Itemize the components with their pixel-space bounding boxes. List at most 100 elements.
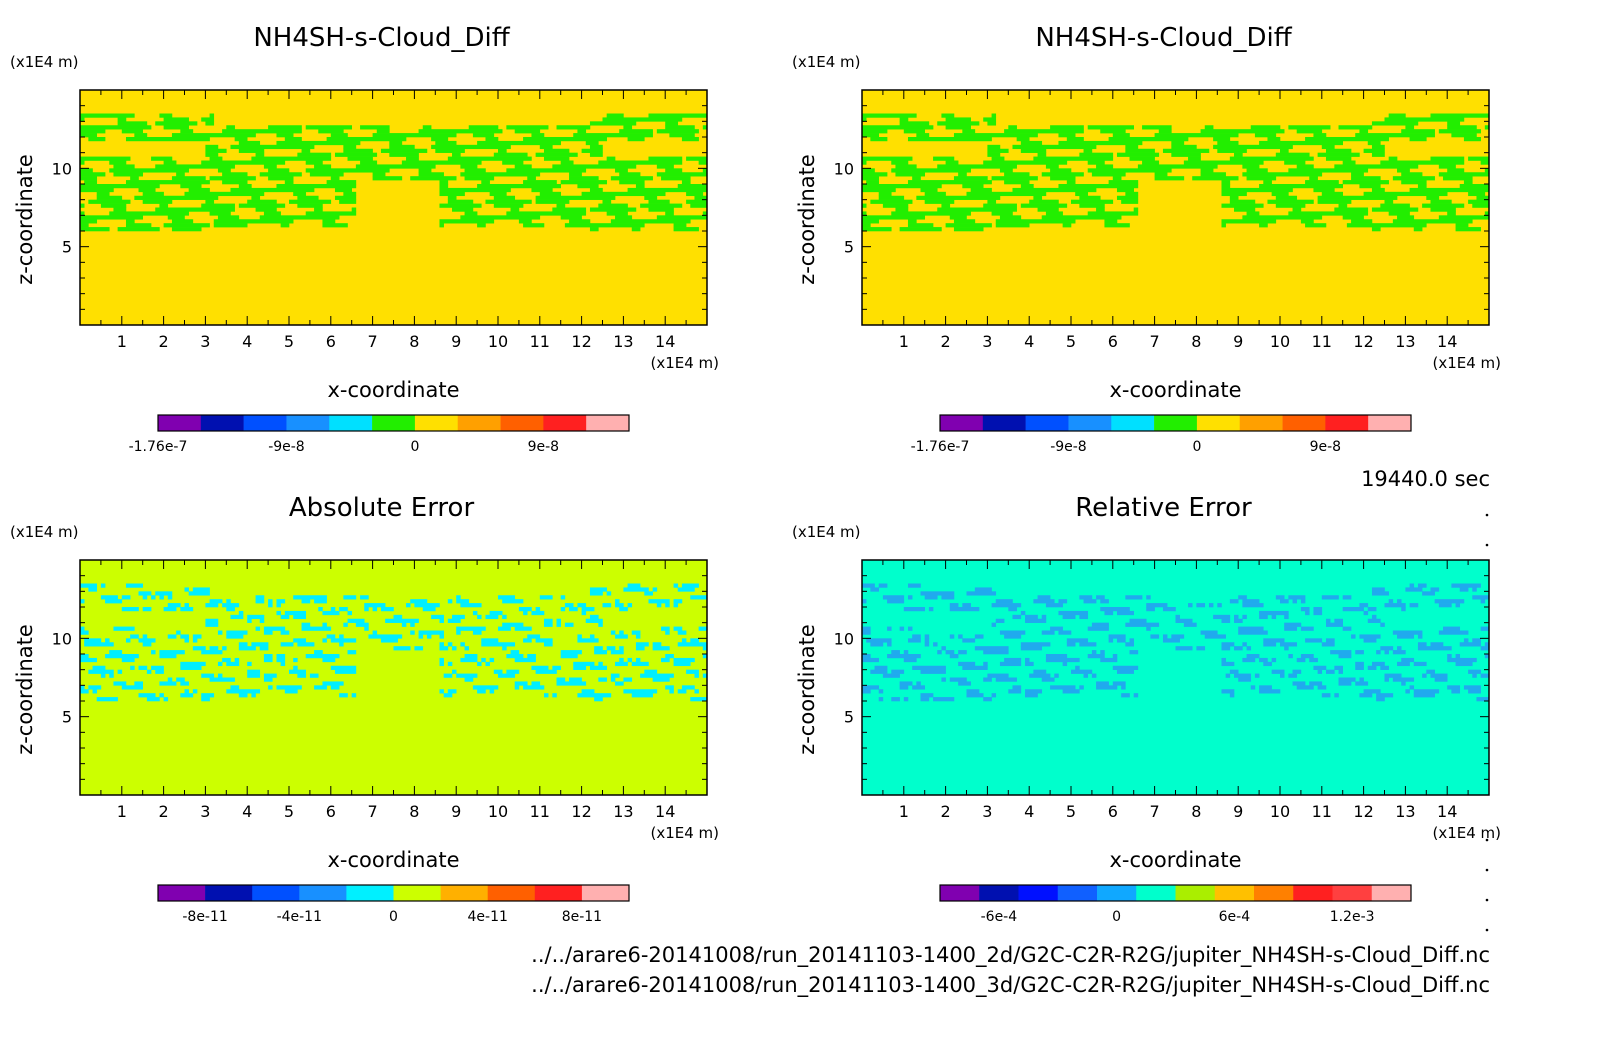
heatmap-cell bbox=[1020, 203, 1068, 208]
heatmap-cell bbox=[146, 697, 160, 702]
heatmap-cell bbox=[1371, 121, 1419, 126]
heatmap-cell bbox=[1305, 638, 1323, 643]
heatmap-cell bbox=[293, 665, 298, 670]
x-tick-label: 9 bbox=[451, 332, 461, 351]
heatmap-cell bbox=[109, 160, 127, 165]
heatmap-cell bbox=[702, 673, 707, 678]
heatmap-cell bbox=[460, 603, 482, 608]
heatmap-cell bbox=[912, 685, 925, 690]
heatmap-cell bbox=[552, 207, 587, 212]
heatmap-cell bbox=[606, 113, 624, 118]
heatmap-cell bbox=[251, 642, 269, 647]
heatmap-cell bbox=[1371, 227, 1381, 232]
heatmap-cell bbox=[188, 591, 210, 596]
heatmap-cell bbox=[1087, 654, 1105, 659]
heatmap-cell bbox=[991, 693, 997, 698]
heatmap-cell bbox=[862, 227, 892, 232]
heatmap-cell bbox=[1050, 685, 1076, 690]
heatmap-cell bbox=[360, 160, 378, 165]
heatmap-cell bbox=[627, 583, 641, 588]
heatmap-cell bbox=[635, 642, 649, 647]
heatmap-cell bbox=[1367, 618, 1381, 623]
colorbar-swatch bbox=[299, 885, 347, 901]
heatmap-cell bbox=[1045, 657, 1080, 663]
heatmap-cell bbox=[276, 610, 281, 616]
heatmap-cell bbox=[1221, 642, 1235, 647]
heatmap-cell bbox=[105, 654, 139, 659]
heatmap-cell bbox=[477, 661, 482, 667]
heatmap-cell bbox=[1029, 199, 1059, 204]
heatmap-cell bbox=[899, 626, 905, 631]
heatmap-cell bbox=[184, 587, 189, 592]
heatmap-cell bbox=[100, 583, 106, 588]
heatmap-cell bbox=[903, 129, 925, 134]
heatmap-cell bbox=[681, 638, 687, 643]
heatmap-cell bbox=[1259, 610, 1289, 616]
heatmap-cell bbox=[1012, 614, 1022, 620]
heatmap-cell bbox=[933, 697, 955, 702]
heatmap-cell bbox=[418, 172, 444, 177]
heatmap-cell bbox=[928, 607, 934, 612]
heatmap-cell bbox=[1271, 669, 1285, 674]
heatmap-cell bbox=[1451, 689, 1461, 694]
colorbar: -1.76e-7 -9e-8 0 9e-8 bbox=[911, 414, 1412, 455]
heatmap-cell bbox=[1112, 654, 1118, 659]
heatmap-cell bbox=[1325, 622, 1343, 627]
heatmap-cell bbox=[560, 654, 578, 659]
heatmap-cell bbox=[937, 164, 1017, 169]
heatmap-cell bbox=[1091, 673, 1097, 678]
heatmap-cell bbox=[1447, 685, 1461, 690]
x-tick-label: 13 bbox=[613, 802, 633, 821]
heatmap-cell bbox=[1154, 176, 1185, 181]
heatmap-cell bbox=[121, 657, 135, 663]
heatmap-cell bbox=[142, 634, 148, 639]
colorbar-swatch bbox=[158, 415, 202, 431]
heatmap-cell bbox=[293, 657, 298, 663]
heatmap-cell bbox=[999, 630, 1026, 635]
heatmap-cell bbox=[1292, 669, 1302, 674]
y-tick-label: 5 bbox=[844, 708, 854, 727]
heatmap-cell bbox=[1200, 168, 1214, 173]
heatmap-cell bbox=[263, 211, 281, 216]
heatmap-cell bbox=[1020, 646, 1043, 651]
heatmap-cell bbox=[151, 156, 173, 161]
heatmap-cell bbox=[1409, 603, 1419, 608]
heatmap-cell bbox=[882, 673, 900, 678]
heatmap-cell bbox=[263, 654, 273, 659]
heatmap-cell bbox=[527, 654, 536, 659]
heatmap-cell bbox=[493, 152, 528, 157]
colorbar-tick-label: 9e-8 bbox=[1310, 439, 1341, 455]
heatmap-cell bbox=[577, 693, 612, 698]
heatmap-cell bbox=[1259, 184, 1343, 189]
colorbar-swatch bbox=[487, 885, 536, 901]
heatmap-cell bbox=[1125, 642, 1134, 647]
heatmap-cell bbox=[866, 638, 892, 643]
colorbar-swatch bbox=[1239, 415, 1283, 431]
heatmap-cell bbox=[209, 599, 223, 604]
heatmap-cell bbox=[1221, 184, 1231, 189]
heatmap-cell bbox=[556, 681, 587, 686]
heatmap-cell bbox=[941, 646, 946, 651]
heatmap-cell bbox=[962, 184, 984, 189]
heatmap-cell bbox=[1380, 646, 1394, 651]
heatmap-cell bbox=[372, 607, 378, 612]
heatmap-cell bbox=[1242, 657, 1256, 663]
heatmap-cell bbox=[1246, 646, 1252, 651]
heatmap-cell bbox=[439, 219, 495, 224]
chart-title: Relative Error bbox=[1075, 493, 1252, 523]
heatmap-cell bbox=[1104, 610, 1114, 616]
heatmap-cell bbox=[1484, 654, 1489, 659]
heatmap-cell bbox=[163, 223, 210, 228]
heatmap-cell bbox=[681, 685, 695, 690]
heatmap-cell bbox=[1363, 148, 1385, 153]
heatmap-cell bbox=[1079, 595, 1093, 600]
heatmap-cell bbox=[1413, 227, 1423, 232]
heatmap-cell bbox=[138, 665, 148, 670]
heatmap-cell bbox=[1438, 603, 1452, 608]
heatmap-cell bbox=[552, 693, 557, 698]
heatmap-cell bbox=[305, 160, 323, 165]
heatmap-cell bbox=[862, 654, 871, 659]
heatmap-cell bbox=[1451, 133, 1477, 138]
heatmap-cell bbox=[569, 607, 578, 612]
colorbar-tick-label: -8e-11 bbox=[182, 909, 227, 925]
